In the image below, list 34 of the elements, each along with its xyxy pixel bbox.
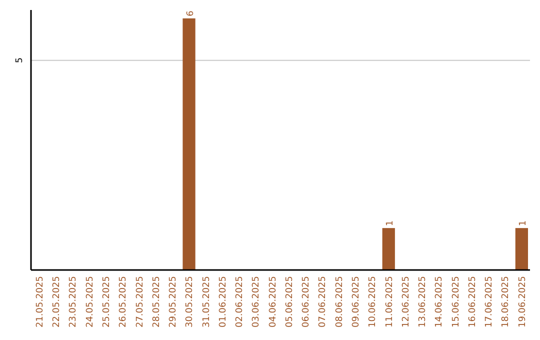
x-tick-label: 23.05.2025 <box>68 276 79 328</box>
x-tick-label: 22.05.2025 <box>52 276 62 328</box>
x-tick-label: 17.06.2025 <box>484 276 495 328</box>
x-tick-label: 07.06.2025 <box>318 276 328 328</box>
x-tick-label: 26.05.2025 <box>118 276 129 328</box>
x-tick-label: 03.06.2025 <box>252 276 262 328</box>
x-tick-label: 24.05.2025 <box>85 276 96 328</box>
x-tick-label: 18.06.2025 <box>501 276 512 328</box>
x-tick-label: 10.06.2025 <box>368 276 378 328</box>
x-tick-label: 15.06.2025 <box>451 276 462 328</box>
y-tick-label: 5 <box>15 57 25 64</box>
x-tick-label: 04.06.2025 <box>268 276 278 328</box>
x-tick-label: 16.06.2025 <box>468 276 478 328</box>
x-tick-label: 11.06.2025 <box>384 276 395 328</box>
x-tick-label: 12.06.2025 <box>401 276 412 328</box>
x-tick-label: 19.06.2025 <box>518 276 528 328</box>
data-label: 1 <box>518 220 529 226</box>
x-tick-label: 08.06.2025 <box>334 276 345 328</box>
x-tick-label: 27.05.2025 <box>135 276 146 328</box>
x-tick-label: 31.05.2025 <box>202 276 212 328</box>
data-label: 6 <box>186 10 196 16</box>
x-tick-label: 09.06.2025 <box>352 276 362 328</box>
data-label: 1 <box>386 220 396 226</box>
x-tick-label: 01.06.2025 <box>218 276 228 328</box>
x-tick-label: 06.06.2025 <box>302 276 312 328</box>
x-tick-label: 29.05.2025 <box>168 276 179 328</box>
x-tick-label: 25.05.2025 <box>102 276 112 328</box>
x-tick-label: 05.06.2025 <box>284 276 295 328</box>
x-tick-label: 02.06.2025 <box>235 276 246 328</box>
x-tick-label: 30.05.2025 <box>185 276 196 328</box>
x-tick-label: 28.05.2025 <box>152 276 162 328</box>
x-tick-label: 21.05.2025 <box>35 276 46 328</box>
x-tick-label: 13.06.2025 <box>418 276 428 328</box>
x-tick-label: 14.06.2025 <box>434 276 445 328</box>
